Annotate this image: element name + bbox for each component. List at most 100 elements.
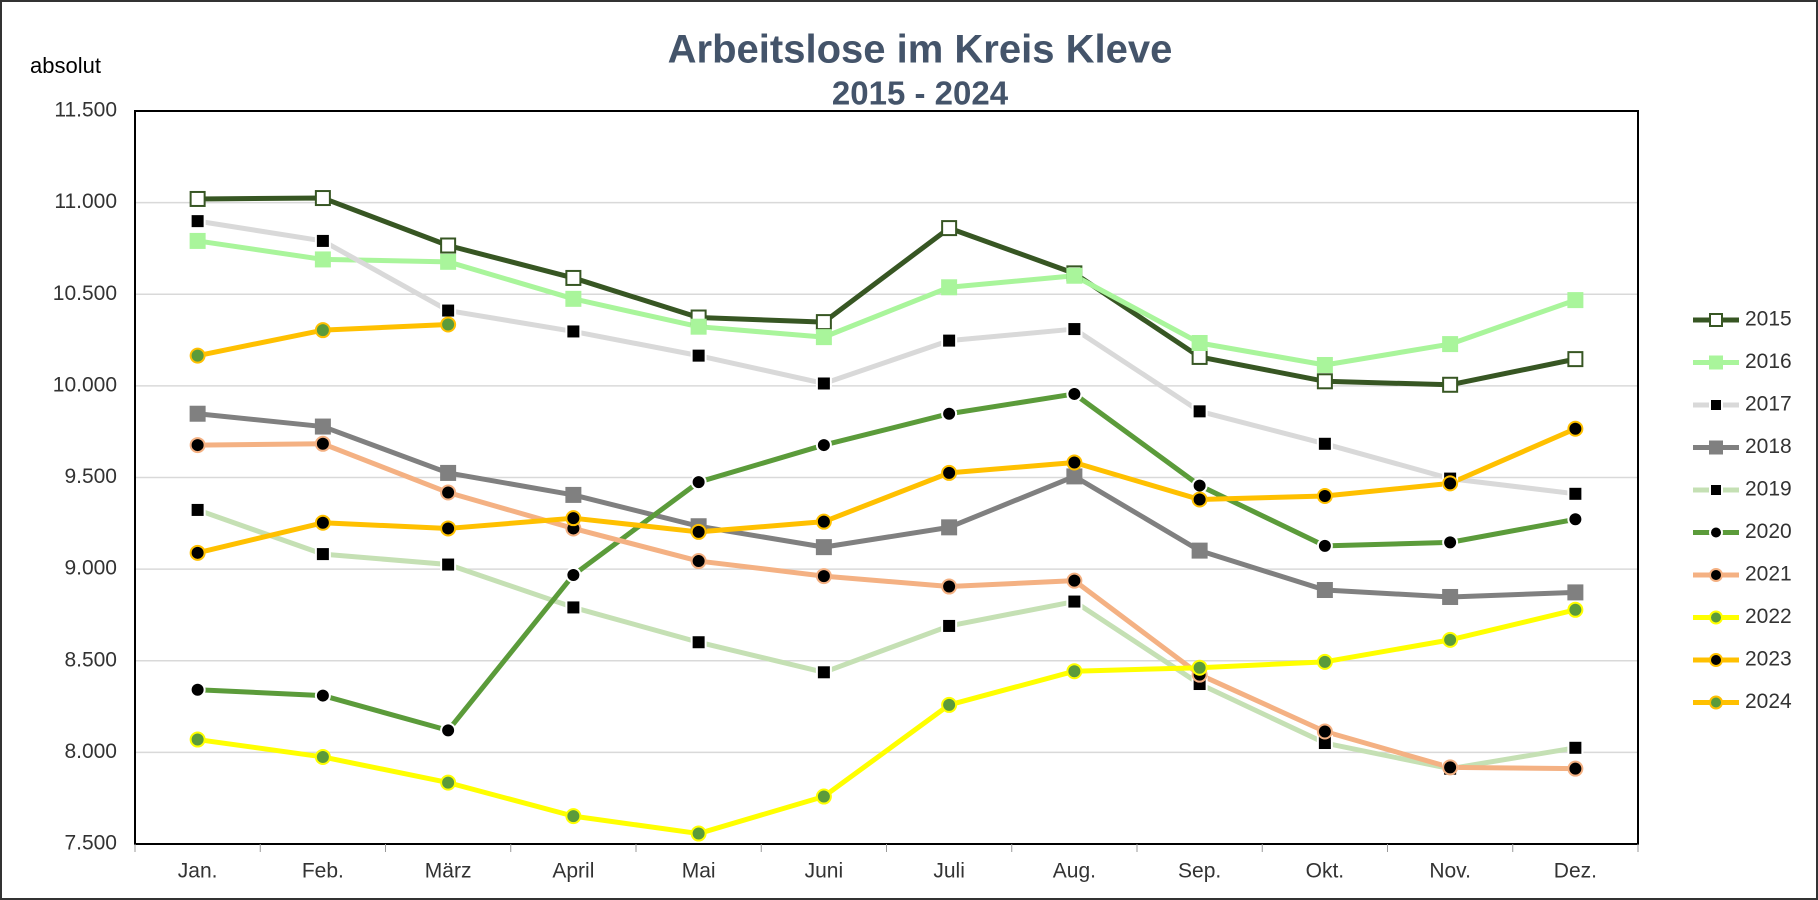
x-tick-label: Juni [805,860,844,883]
y-tick-label: 10.000 [53,373,117,396]
chart-title: Arbeitslose im Kreis Kleve [668,28,1173,72]
marker [189,437,206,454]
marker [314,418,331,435]
marker [440,464,457,481]
marker [941,696,958,713]
y-tick-label: 9.000 [64,557,117,580]
series-line [197,195,1576,388]
series-line [196,507,1576,772]
marker [1191,477,1208,494]
marker [314,232,331,249]
marker [565,269,582,286]
marker [1316,723,1333,740]
marker [1066,321,1083,338]
marker [1442,534,1459,551]
marker [1709,440,1723,455]
marker [941,519,958,536]
marker [565,486,582,503]
marker [314,748,331,765]
x-tick-label: Okt. [1306,860,1345,883]
marker [440,722,457,739]
marker [1316,373,1333,390]
marker [1567,292,1584,309]
marker [1709,610,1723,625]
marker [1709,313,1723,327]
marker [1709,568,1723,582]
marker [1709,695,1723,710]
series-line [197,411,1576,600]
marker [1066,468,1083,485]
x-tick-label: Juli [933,860,965,883]
marker [1066,454,1083,471]
legend-label: 2023 [1745,648,1792,671]
marker [1709,355,1723,370]
marker [1709,483,1723,497]
marker [1442,376,1459,393]
marker [815,329,832,346]
marker [1709,398,1723,412]
marker [189,544,206,561]
series-line [197,218,1576,497]
marker [189,405,206,422]
marker [1316,582,1333,599]
marker [440,484,457,501]
marker [189,213,206,230]
x-tick-label: April [552,860,594,883]
x-tick-label: Nov. [1429,860,1471,883]
marker [1442,759,1459,776]
x-tick-label: Dez. [1554,860,1597,883]
marker [440,316,457,333]
marker [1567,760,1584,777]
marker [941,464,958,481]
y-tick-label: 8.000 [64,740,117,763]
marker [815,314,832,331]
legend-label: 2022 [1745,605,1792,628]
legend-label: 2017 [1745,393,1792,416]
y-tick-label: 11.500 [54,99,117,122]
x-tick-label: Aug. [1053,860,1096,883]
marker [1191,403,1208,420]
marker [1191,542,1208,559]
marker [314,190,331,207]
y-tick-label: 8.500 [64,648,117,671]
marker [189,681,206,698]
marker [1191,334,1208,351]
marker [1191,659,1208,676]
marker [1567,511,1584,528]
marker [565,808,582,825]
series-line [197,426,1577,556]
marker [565,566,582,583]
marker [1567,601,1584,618]
marker [690,553,707,570]
y-tick-label: 7.500 [64,832,117,855]
marker [440,302,457,319]
y-tick-label: 9.500 [64,465,117,488]
y-tick-label: 10.500 [53,282,117,305]
marker [189,501,206,518]
marker [1567,351,1584,368]
marker [1316,435,1333,452]
marker [189,347,206,364]
marker [314,251,331,268]
marker [314,435,331,452]
marker [189,232,206,249]
x-tick-label: Mai [682,860,716,883]
marker [941,220,958,237]
marker [440,774,457,791]
marker [690,634,707,651]
series-line [197,441,1576,772]
marker [1567,485,1584,502]
x-tick-label: März [425,860,472,883]
marker [690,347,707,364]
series-line [197,391,1576,733]
marker [815,788,832,805]
marker [690,318,707,335]
x-tick-label: Jan. [178,860,218,883]
y-axis-label: absolut [30,53,101,78]
marker [1709,525,1723,540]
marker [565,510,582,527]
marker [1316,653,1333,670]
marker [1567,584,1584,601]
marker [1191,348,1208,365]
